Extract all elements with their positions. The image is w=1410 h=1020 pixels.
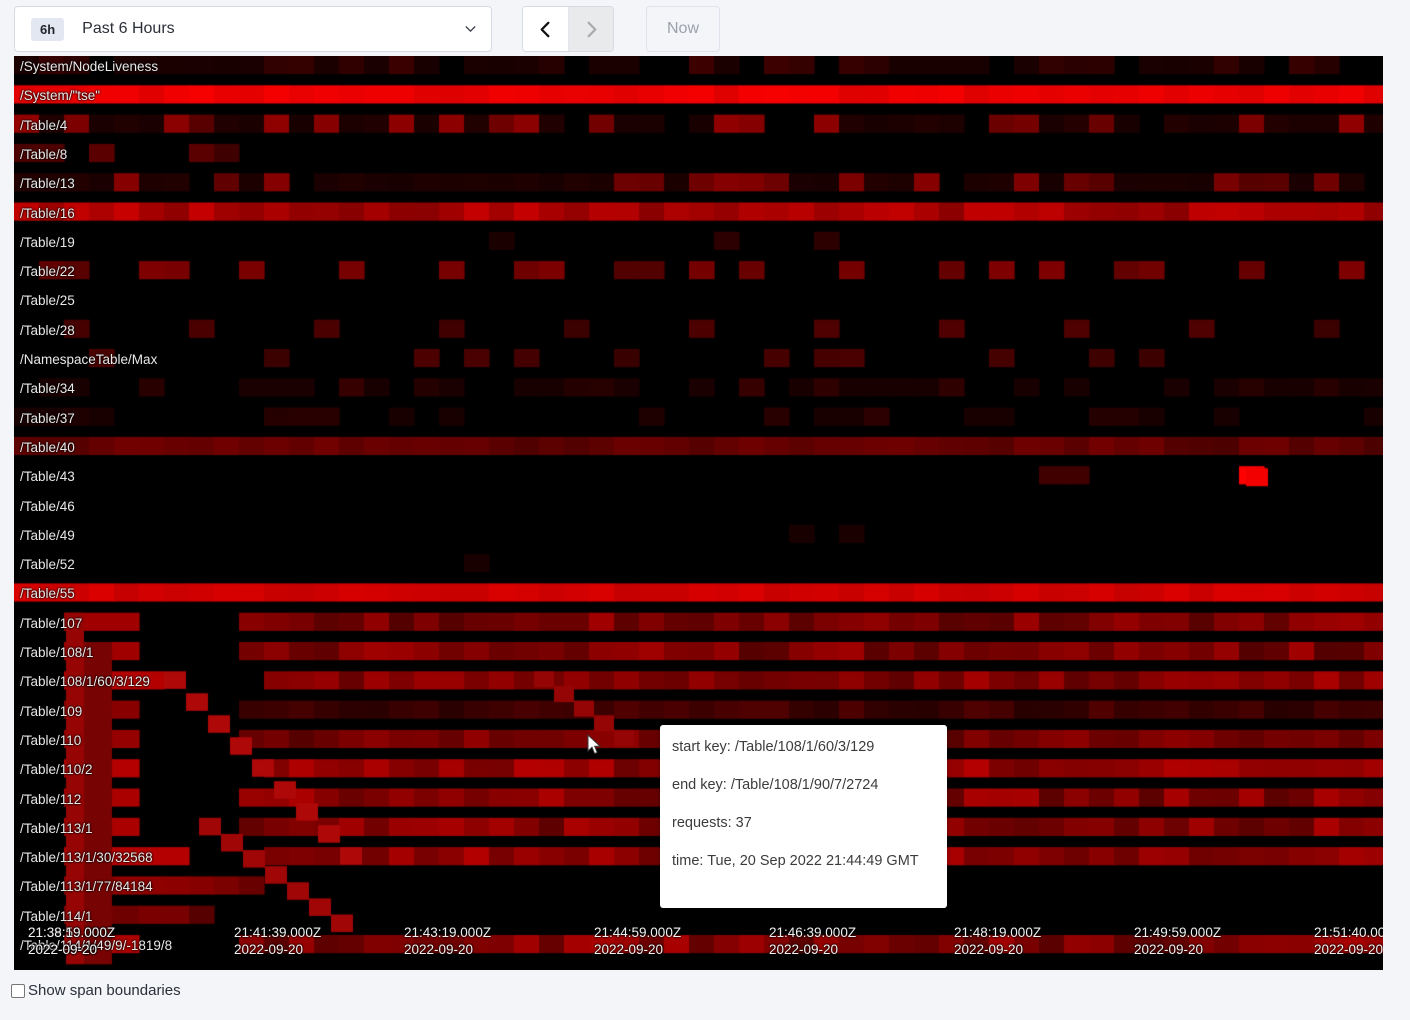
time-range-badge: 6h	[31, 17, 65, 41]
now-button[interactable]: Now	[646, 6, 721, 52]
show-span-boundaries-checkbox[interactable]	[11, 984, 25, 998]
tooltip-time: time: Tue, 20 Sep 2022 21:44:49 GMT	[672, 853, 919, 869]
time-range-toolbar: 6h Past 6 Hours Now	[0, 0, 1410, 58]
heatmap-tooltip: start key: /Table/108/1/60/3/129 end key…	[660, 725, 947, 908]
mouse-cursor-icon	[587, 733, 603, 756]
tooltip-start-key: start key: /Table/108/1/60/3/129	[672, 739, 875, 755]
prev-range-button[interactable]	[523, 7, 568, 51]
time-range-select[interactable]: 6h Past 6 Hours	[14, 6, 492, 52]
time-range-label: Past 6 Hours	[82, 20, 175, 37]
chevron-down-icon	[464, 22, 477, 35]
tooltip-end-key: end key: /Table/108/1/90/7/2724	[672, 777, 879, 793]
time-nav-group	[522, 6, 614, 52]
tooltip-requests: requests: 37	[672, 815, 752, 831]
chart-footer: Show span boundaries	[0, 982, 1410, 1020]
show-span-boundaries-label[interactable]: Show span boundaries	[28, 982, 181, 999]
next-range-button[interactable]	[568, 7, 613, 51]
keyvisualizer-heatmap[interactable]: /System/NodeLiveness/System/"tse"/Table/…	[14, 56, 1383, 970]
